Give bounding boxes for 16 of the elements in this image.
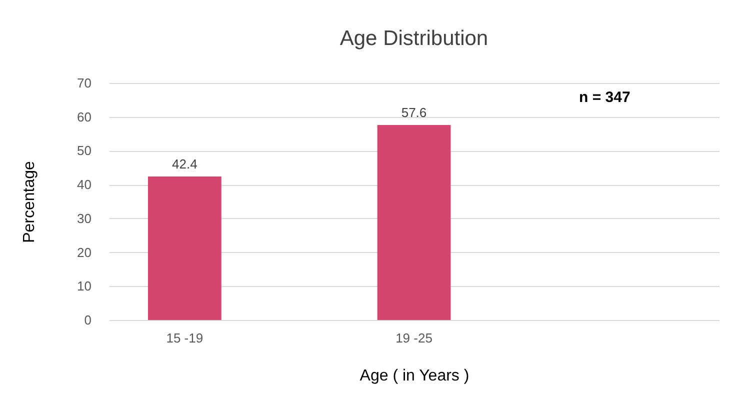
y-tick-label: 60 bbox=[77, 109, 92, 124]
y-tick-label: 40 bbox=[77, 177, 92, 192]
y-tick-label: 50 bbox=[77, 143, 92, 158]
y-tick-label: 70 bbox=[77, 76, 92, 90]
annotation: n = 347 bbox=[579, 89, 630, 106]
x-tick-label: 19 -25 bbox=[396, 330, 432, 346]
x-axis-title: Age ( in Years ) bbox=[360, 368, 470, 384]
y-tick-label: 10 bbox=[77, 278, 92, 294]
data-label: 57.6 bbox=[401, 104, 427, 120]
y-tick-label: 20 bbox=[77, 244, 92, 260]
chart-title: Age Distribution bbox=[340, 27, 488, 50]
x-tick-label: 15 -19 bbox=[166, 330, 204, 346]
y-tick-label: 0 bbox=[84, 312, 92, 328]
data-label: 42.4 bbox=[172, 156, 198, 172]
y-axis-title: Percentage bbox=[21, 160, 38, 243]
y-tick-label: 30 bbox=[77, 210, 92, 226]
